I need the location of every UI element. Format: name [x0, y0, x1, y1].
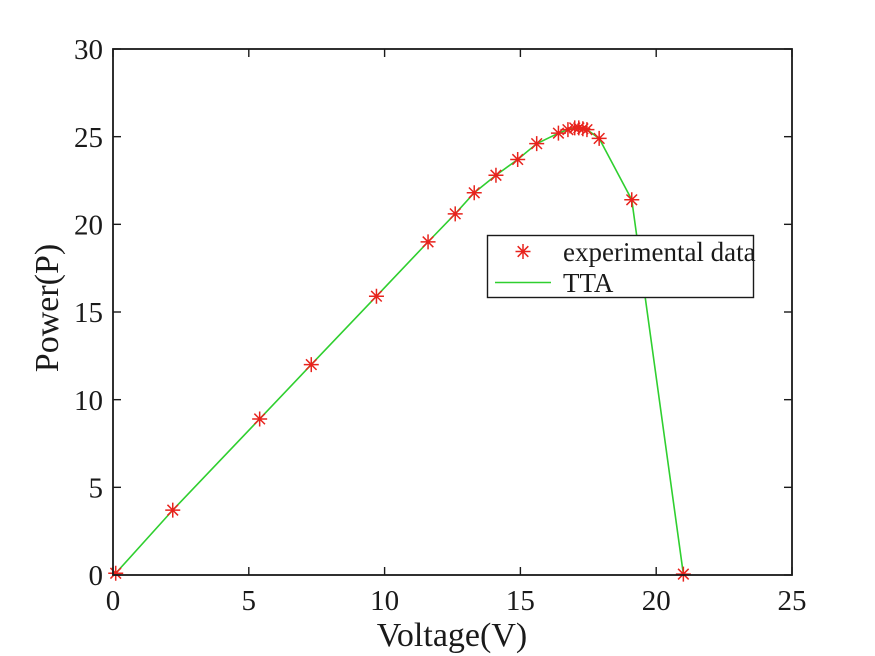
y-tick-label: 30 [74, 34, 103, 66]
y-axis-label: Power(P) [29, 244, 66, 372]
legend: experimental data TTA [486, 234, 756, 299]
x-tick-label: 15 [506, 585, 535, 617]
legend-box [486, 234, 755, 299]
y-tick-label: 0 [89, 560, 104, 592]
y-tick-label: 25 [74, 122, 103, 154]
asterisk-marker-icon [515, 244, 531, 259]
x-tick-label: 5 [242, 585, 257, 617]
y-tick-label: 5 [89, 472, 104, 504]
y-tick-label: 20 [74, 209, 103, 241]
y-tick-label: 15 [74, 297, 103, 329]
x-tick-label: 0 [106, 585, 121, 617]
y-tick-label: 10 [74, 385, 103, 417]
legend-label-tta: TTA [563, 268, 614, 298]
x-tick-label: 20 [642, 585, 671, 617]
plot-generated-content: 0 5 10 15 20 25 0 5 10 15 20 25 30 [74, 34, 807, 617]
x-tick-label: 25 [778, 585, 807, 617]
legend-label-experimental-data: experimental data [563, 237, 756, 267]
x-axis-label: Voltage(V) [377, 617, 527, 654]
x-tick-label: 10 [370, 585, 399, 617]
experimental-data-markers [108, 120, 691, 582]
plot-area-border [112, 48, 793, 576]
tta-fit-line [115, 127, 685, 575]
